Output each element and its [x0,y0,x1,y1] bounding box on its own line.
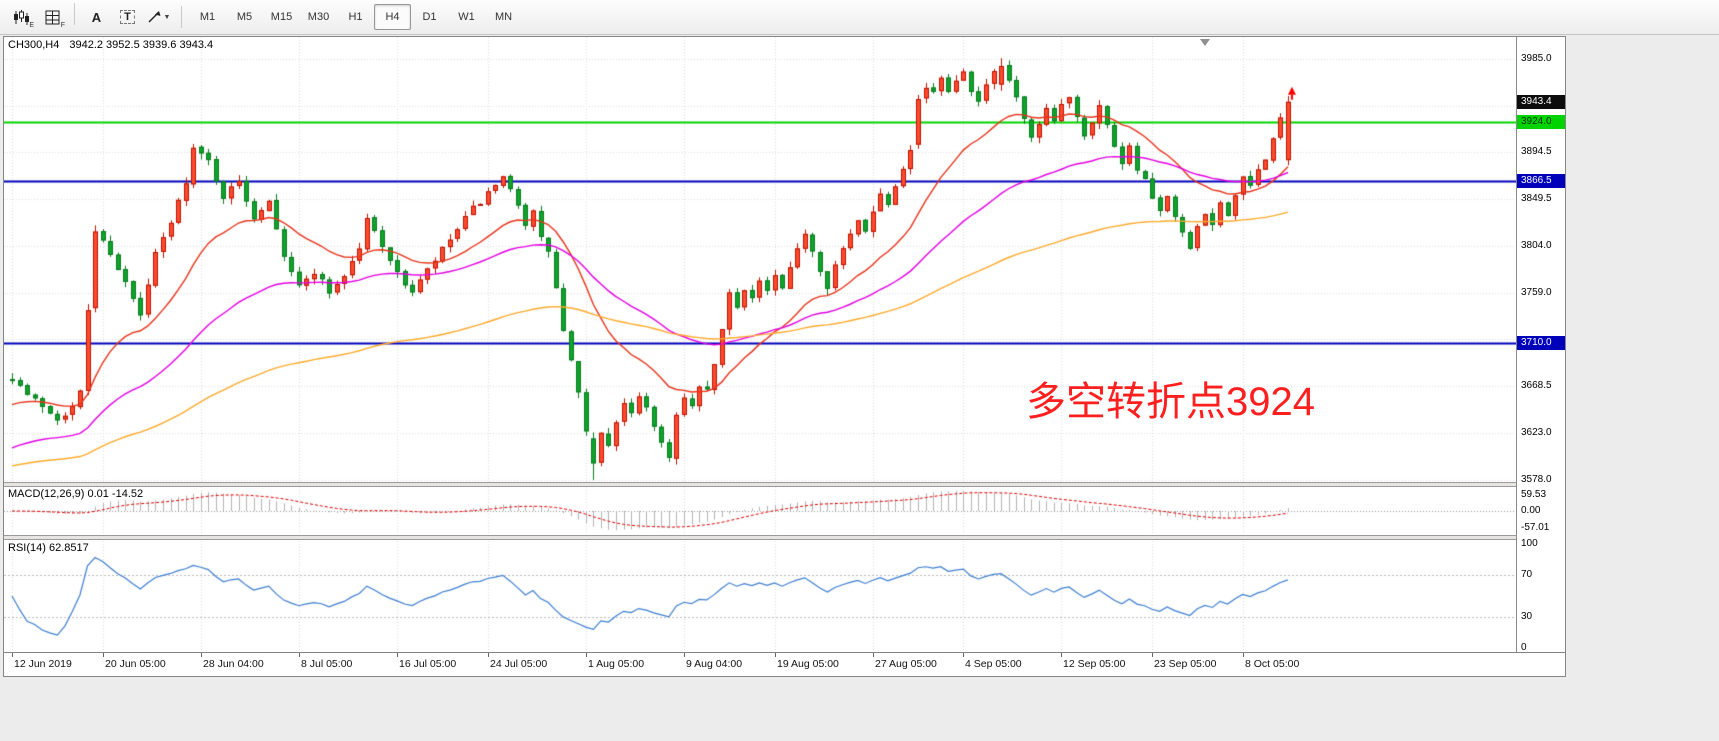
time-tick-label: 12 Sep 05:00 [1063,658,1126,670]
time-tick-label: 20 Jun 05:00 [105,658,166,670]
time-tick-mark [963,653,964,657]
price-tick-label: 3759.0 [1521,286,1552,298]
timeframe-button-h1[interactable]: H1 [348,11,363,23]
timeframe-button-m1[interactable]: M1 [199,11,216,23]
chart-window: CH300,H4 3942.2 3952.5 3939.6 3943.4 MACD… [3,36,1566,677]
macd-tick-label: 0.00 [1521,505,1541,516]
price-tick-label: 3578.0 [1521,473,1552,485]
timeframe-group: M1 M5 M15 M30 H1 H4 D1 W1 MN [189,4,522,30]
macd-tick-label: -57.01 [1521,522,1550,533]
rsi-indicator-label: RSI(14) 62.8517 [8,542,89,554]
price-tick-label: 3668.5 [1521,380,1552,392]
price-tick-label: 3985.0 [1521,52,1552,64]
macd-tick-label: 59.53 [1521,489,1547,500]
time-tick-label: 16 Jul 05:00 [399,658,457,670]
timeframe-button-m30[interactable]: M30 [307,11,330,23]
chart-title: CH300,H4 3942.2 3952.5 3939.6 3943.4 [8,39,213,51]
price-tag-3710.0: 3710.0 [1517,336,1565,351]
timeframe-button-m5[interactable]: M5 [236,11,253,23]
time-tick-mark [586,653,587,657]
time-tick-label: 1 Aug 05:00 [588,658,645,670]
time-tick-label: 28 Jun 04:00 [203,658,264,670]
time-tick-mark [684,653,685,657]
chart-shift-marker-icon[interactable] [1200,39,1210,46]
time-tick-mark [299,653,300,657]
price-tick-label: 3804.0 [1521,240,1552,252]
price-tag-3924.0: 3924.0 [1517,114,1565,129]
time-tick-label: 27 Aug 05:00 [875,658,937,670]
time-tick-label: 4 Sep 05:00 [965,658,1022,670]
rsi-tick-label: 70 [1521,569,1533,581]
time-tick-label: 8 Jul 05:00 [301,658,353,670]
timeframe-button-mn[interactable]: MN [494,11,513,23]
time-tick-label: 9 Aug 04:00 [686,658,743,670]
timeframe-button-d1[interactable]: D1 [422,11,437,23]
rsi-tick-label: 30 [1521,610,1533,622]
price-tick-label: 3849.5 [1521,192,1552,204]
time-tick-label: 12 Jun 2019 [14,658,72,670]
time-tick-mark [1152,653,1153,657]
time-tick-label: 24 Jul 05:00 [490,658,548,670]
ohlc-values-label: 3942.2 3952.5 3939.6 3943.4 [69,39,214,51]
price-tick-label: 3894.5 [1521,146,1552,158]
chart-type-button[interactable]: E [6,3,37,31]
price-tick-label: 3623.0 [1521,427,1552,439]
time-tick-mark [201,653,202,657]
time-axis[interactable]: 12 Jun 2019 20 Jun 05:00 28 Jun 04:00 8 Jul… [4,652,1565,676]
text-label-button[interactable]: T [112,3,143,31]
time-tick-label: 23 Sep 05:00 [1154,658,1217,670]
timeframe-button-m15[interactable]: M15 [270,11,293,23]
time-tick-mark [1061,653,1062,657]
toolbar-separator [181,6,182,28]
drawing-tools-button[interactable]: ▼ [143,3,174,31]
text-annotation-button[interactable]: A [91,9,102,25]
panel-divider-rsi[interactable] [4,535,1565,540]
price-scale[interactable]: 3985.0 3894.5 3849.5 3804.0 3759.0 3668.5 3623… [1516,37,1565,653]
time-tick-mark [873,653,874,657]
toolbar-separator [74,3,75,25]
price-tag-3943.4: 3943.4 [1517,94,1565,109]
timeframe-button-w1[interactable]: W1 [458,11,475,23]
time-tick-mark [775,653,776,657]
chart-text-annotation[interactable]: 多空转折点3924 [1026,380,1315,424]
chart-type-button-badge: E [29,22,34,29]
symbol-period-label: CH300,H4 [8,39,60,51]
panel-divider-macd[interactable] [4,482,1565,487]
indicator-list-button[interactable]: F [37,3,68,31]
time-tick-label: 19 Aug 05:00 [777,658,839,670]
macd-indicator-label: MACD(12,26,9) 0.01 -14.52 [8,488,144,500]
tool-group-charts: E F A T ▼ [6,3,174,31]
time-tick-label: 8 Oct 05:00 [1245,658,1300,670]
time-tick-mark [397,653,398,657]
main-toolbar: E F A T ▼ M1 M5 M15 M30 H1 H4 D1 W1 MN [0,0,1719,35]
rsi-tick-label: 100 [1521,538,1538,549]
timeframe-button-h4[interactable]: H4 [374,4,411,30]
time-tick-mark [1243,653,1244,657]
price-chart-canvas[interactable] [4,37,1516,652]
indicator-list-button-badge: F [60,22,65,29]
time-tick-mark [103,653,104,657]
rsi-tick-label: 0 [1521,642,1527,653]
time-tick-mark [12,653,13,657]
time-tick-mark [488,653,489,657]
price-tag-3866.5: 3866.5 [1517,174,1565,189]
